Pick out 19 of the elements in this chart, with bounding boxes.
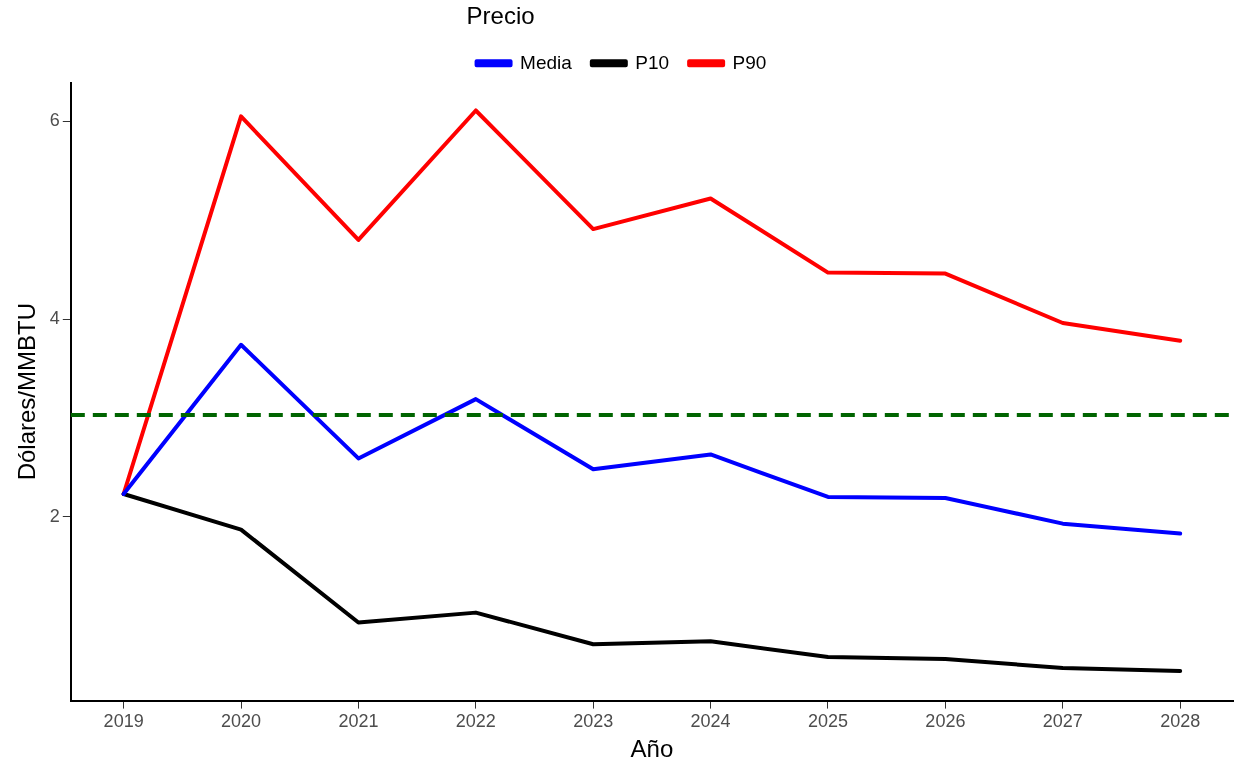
x-tick-label: 2023 <box>573 711 614 732</box>
legend-label: P90 <box>732 51 767 73</box>
x-axis-title: Año <box>630 735 674 763</box>
y-tick-label: 2 <box>49 505 60 526</box>
x-tick-label: 2027 <box>1042 711 1083 732</box>
x-tick-label: 2024 <box>690 711 731 732</box>
x-tick-label: 2019 <box>103 711 144 732</box>
y-tick-label: 4 <box>49 308 60 329</box>
x-tick-label: 2026 <box>925 711 966 732</box>
legend-label: P10 <box>635 51 670 73</box>
y-axis-title: Dólares/MMBTU <box>13 303 41 481</box>
y-tick-label: 6 <box>49 110 60 131</box>
x-tick-label: 2020 <box>221 711 262 732</box>
x-tick-label: 2022 <box>455 711 496 732</box>
x-tick-label: 2021 <box>338 711 379 732</box>
legend-label: Media <box>520 51 573 73</box>
x-tick-label: 2028 <box>1160 711 1201 732</box>
x-tick-label: 2025 <box>807 711 849 732</box>
legend-title: Precio <box>466 1 535 29</box>
